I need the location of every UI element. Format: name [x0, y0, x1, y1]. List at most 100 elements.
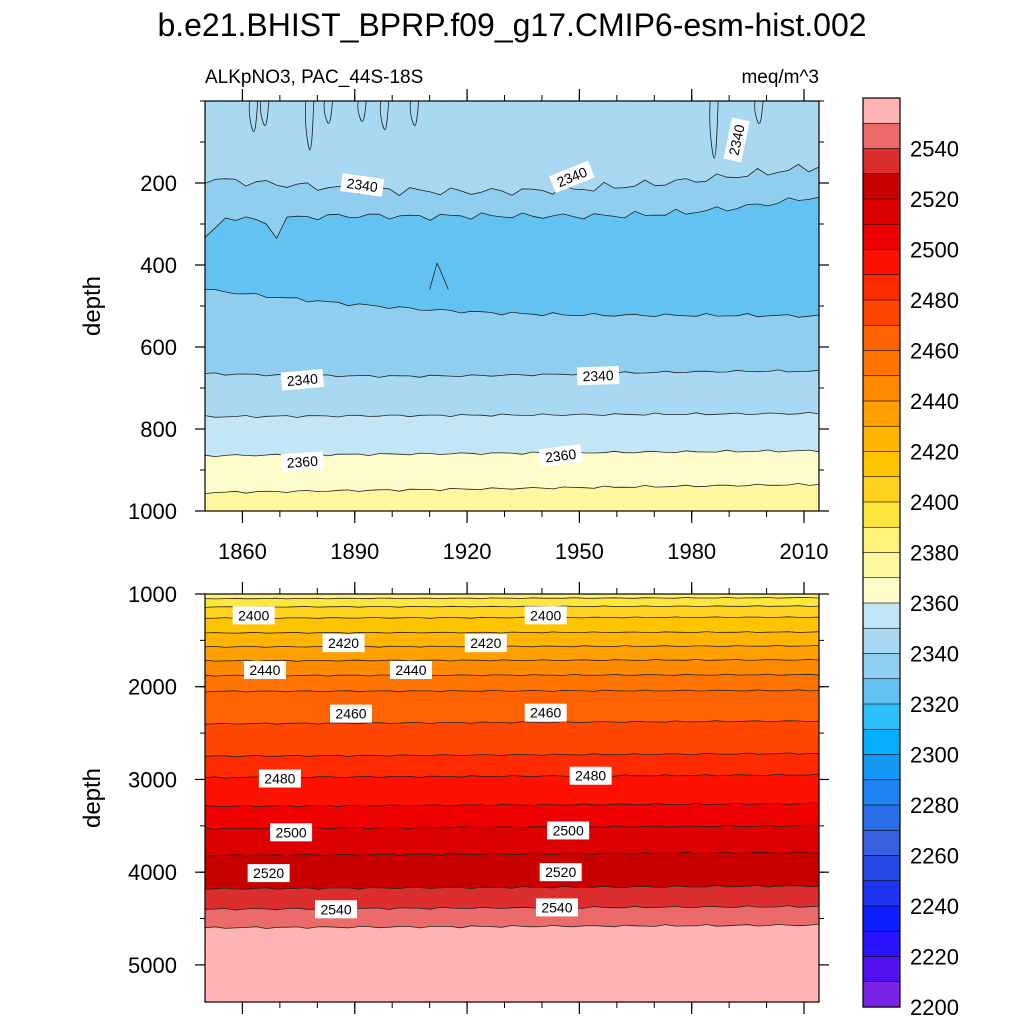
- colorbar-swatch: [862, 678, 901, 705]
- colorbar-label: 2460: [910, 339, 959, 364]
- contour-label: 2340: [280, 369, 325, 391]
- panel1-contour-1: [205, 196, 819, 240]
- panel2-ylabel: depth: [79, 768, 106, 828]
- contour-label: 2360: [538, 444, 583, 468]
- y-tick-label: 4000: [128, 860, 177, 885]
- colorbar-swatch: [862, 602, 901, 629]
- contour-label: 2440: [389, 661, 432, 680]
- contour-label-bg: [280, 369, 325, 391]
- colorbar-swatch: [862, 754, 901, 781]
- contour-label: 2480: [569, 766, 612, 785]
- colorbar-label: 2400: [910, 490, 959, 515]
- contour-label-text: 2360: [286, 453, 318, 471]
- contour-label-bg: [322, 634, 365, 653]
- panel2-contour-14: [205, 884, 819, 890]
- colorbar-swatch: [862, 855, 901, 882]
- contour-label-bg: [280, 451, 324, 473]
- colorbar-label: 2380: [910, 541, 959, 566]
- colorbar-swatch: [862, 653, 901, 680]
- colorbar-swatch: [862, 173, 901, 200]
- contour-label-text: 2540: [541, 899, 572, 915]
- contour-label-bg: [549, 160, 595, 194]
- contour-label-text: 2360: [544, 446, 577, 466]
- panel2-plot: 2400 2400 2420 2420 2440 2440 2460 2460 2480 2480…: [79, 582, 829, 1014]
- panel1-contour-4: [205, 411, 819, 419]
- contour-label-text: 2460: [335, 706, 366, 722]
- panel1-surface-contour-0: [248, 101, 259, 133]
- y-tick-label: 1000: [128, 582, 177, 607]
- contour-label-bg: [232, 606, 275, 625]
- contour-label-bg: [340, 173, 385, 197]
- panel2-band-2: [205, 605, 819, 619]
- colorbar-swatch: [862, 425, 901, 453]
- colorbar-swatch: [862, 198, 901, 225]
- contour-label: 2480: [258, 769, 301, 788]
- colorbar-swatch: [862, 804, 901, 831]
- contour-label-text: 2520: [545, 864, 576, 880]
- colorbar-label: 2220: [910, 945, 959, 970]
- contour-label: 2460: [524, 703, 567, 722]
- colorbar-label: 2520: [910, 187, 959, 212]
- x-tick-label: 1980: [667, 539, 716, 564]
- contour-label-text: 2520: [253, 865, 284, 881]
- colorbar-swatch: [862, 703, 901, 730]
- contour-label-bg: [524, 606, 567, 625]
- contour-label: 2540: [315, 900, 358, 919]
- contour-label-text: 2340: [726, 123, 748, 157]
- contour-label-text: 2420: [470, 635, 501, 651]
- contour-label: 2400: [524, 606, 567, 625]
- panel2-contour-11: [205, 802, 819, 808]
- contour-label-bg: [569, 766, 612, 785]
- colorbar-label: 2320: [910, 692, 959, 717]
- panel2-band-3: [205, 616, 819, 634]
- contour-label-bg: [576, 365, 620, 386]
- y-tick-label: 3000: [128, 767, 177, 792]
- panel1-surface-contour-6: [409, 101, 420, 127]
- panel2-contour-7: [205, 689, 819, 693]
- panel2-frame: [204, 593, 820, 1003]
- panel2-band-14: [205, 851, 819, 890]
- panel1-band-7: [205, 483, 819, 511]
- panel1-contour-6: [205, 482, 819, 494]
- contour-label-bg: [547, 821, 590, 840]
- panel1-subtitle-left: ALKpNO3, PAC_44S-18S: [205, 67, 423, 88]
- panel2-band-15: [205, 885, 819, 911]
- x-tick-label: 1890: [330, 539, 379, 564]
- colorbar-label: 2200: [910, 995, 959, 1020]
- y-tick-label: 2000: [128, 675, 177, 700]
- panel2-band-6: [205, 659, 819, 677]
- contour-label-text: 2500: [553, 822, 584, 838]
- panel1-surface-contour-5: [379, 101, 390, 131]
- panel2-contour-9: [205, 752, 819, 758]
- panel1-surface-contour-7: [709, 101, 719, 159]
- contour-label: 2540: [535, 898, 578, 917]
- contour-label: 2400: [232, 606, 275, 625]
- panel2-contour-fills: [205, 594, 819, 1002]
- panel2-band-0: [205, 594, 819, 600]
- colorbar-label: 2440: [910, 389, 959, 414]
- colorbar-swatch: [862, 476, 901, 503]
- panel1-surface-contour-8: [754, 101, 764, 124]
- contour-label-bg: [723, 117, 750, 163]
- contour-label-bg: [538, 444, 583, 468]
- contour-label: 2340: [576, 365, 620, 386]
- panel2-contour-6: [205, 673, 819, 677]
- y-tick-label: 800: [140, 417, 177, 442]
- panel2-contour-3: [205, 631, 819, 634]
- contour-label-text: 2440: [395, 662, 426, 678]
- contour-label-text: 2480: [575, 768, 606, 784]
- contour-label-bg: [247, 864, 290, 883]
- contour-label: 2520: [539, 863, 582, 882]
- colorbar-swatch: [862, 400, 901, 427]
- contour-label-text: 2340: [582, 367, 614, 384]
- colorbar-swatch: [862, 274, 901, 301]
- colorbar: 2540 2520 2500 2480 2460 2440 2420 2400 2380 2360…: [862, 97, 959, 1020]
- contour-label-text: 2500: [276, 824, 307, 840]
- panel1-ylabel: depth: [79, 276, 106, 336]
- panel1-surface-contour-4: [357, 101, 367, 122]
- colorbar-swatch: [862, 627, 901, 655]
- colorbar-swatch: [862, 956, 901, 983]
- panel2-contour-labels: 2400 2400 2420 2420 2440 2440 2460 2460 2480 2480…: [232, 606, 612, 919]
